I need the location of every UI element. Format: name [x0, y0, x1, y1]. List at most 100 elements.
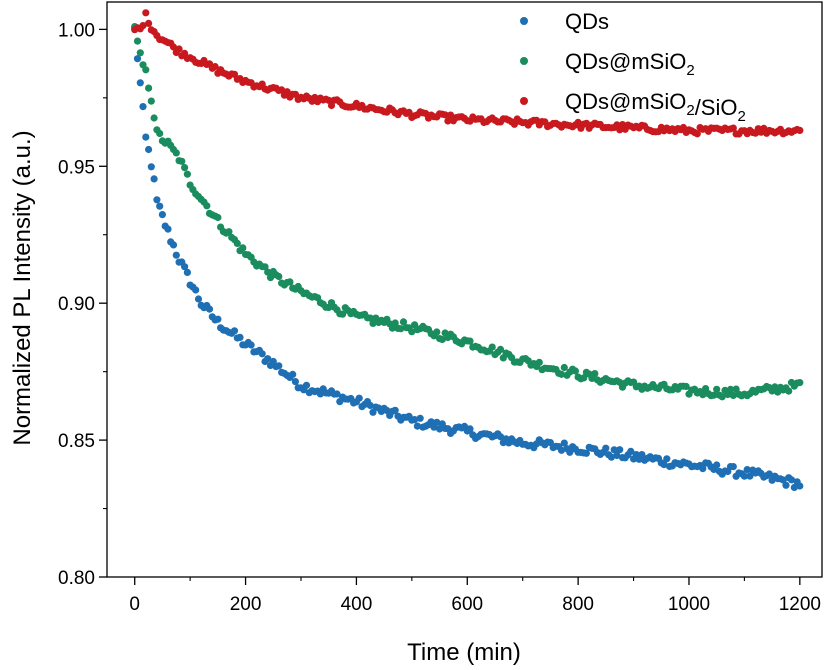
data-point — [145, 84, 153, 92]
axes — [106, 1, 823, 578]
data-point — [566, 448, 574, 456]
data-point — [466, 337, 474, 345]
data-point — [142, 66, 150, 74]
data-point — [139, 103, 147, 111]
legend-label: QDs@mSiO2/SiO2 — [565, 89, 746, 125]
data-point — [557, 446, 566, 454]
data-point — [765, 470, 773, 478]
data-point — [153, 196, 161, 204]
data-point — [627, 447, 635, 455]
data-point — [164, 225, 172, 233]
data-point — [441, 111, 449, 119]
data-point — [408, 328, 416, 336]
data-point — [192, 286, 200, 294]
data-point — [785, 387, 793, 395]
data-point — [560, 363, 568, 372]
data-point — [699, 465, 707, 473]
data-point — [142, 133, 150, 141]
data-point — [571, 367, 580, 375]
data-point — [150, 114, 158, 122]
data-points — [131, 9, 804, 492]
data-point — [397, 325, 405, 333]
data-point — [488, 343, 496, 351]
data-point — [230, 327, 239, 335]
data-point — [150, 175, 158, 183]
legend-label: QDs — [565, 9, 609, 34]
data-point — [327, 101, 336, 110]
data-point — [713, 461, 721, 469]
ticks: 0 200 400 600 800 1000 1200 0.80 0.85 0.90 0.95 1.0… — [58, 20, 821, 615]
series-1 — [131, 23, 804, 401]
data-point — [233, 239, 241, 247]
data-point — [660, 461, 668, 469]
data-point — [181, 164, 189, 172]
y-tick-label: 0.80 — [58, 568, 95, 589]
data-point — [496, 345, 505, 353]
data-point — [156, 202, 164, 210]
data-point — [291, 378, 299, 386]
y-tick-label: 0.85 — [58, 431, 95, 452]
legend-marker — [520, 17, 528, 25]
data-point — [580, 374, 588, 382]
x-tick-label: 1000 — [668, 594, 710, 615]
data-point — [139, 22, 147, 30]
data-point — [713, 385, 721, 393]
data-point — [183, 170, 191, 178]
data-point — [607, 453, 616, 461]
data-point — [275, 362, 283, 370]
data-point — [169, 43, 178, 51]
data-point — [779, 476, 787, 484]
data-point — [582, 449, 591, 457]
data-point — [743, 466, 751, 474]
data-point — [591, 370, 599, 378]
data-point — [264, 355, 272, 363]
data-point — [214, 315, 222, 323]
data-point — [136, 79, 144, 87]
data-point — [796, 482, 804, 490]
data-point — [740, 472, 749, 480]
data-point — [718, 393, 726, 401]
data-point — [258, 350, 266, 358]
x-tick-label: 800 — [562, 594, 594, 615]
legend-label: QDs@mSiO2 — [565, 49, 695, 79]
data-point — [178, 157, 186, 165]
x-tick-label: 600 — [451, 594, 483, 615]
data-point — [261, 263, 269, 271]
data-point — [663, 455, 671, 463]
data-point — [302, 381, 311, 389]
x-axis-title: Time (min) — [407, 639, 521, 666]
data-point — [181, 263, 189, 271]
data-point — [535, 358, 543, 366]
data-point — [790, 483, 798, 492]
data-point — [616, 446, 624, 454]
legend-marker — [520, 97, 528, 105]
data-point — [205, 305, 214, 313]
x-tick-label: 400 — [341, 594, 373, 615]
data-point — [610, 446, 618, 454]
data-point — [142, 9, 150, 17]
data-point — [214, 213, 222, 222]
y-axis-title: Normalized PL Intensity (a.u.) — [9, 130, 36, 445]
data-point — [264, 268, 272, 276]
data-point — [433, 328, 441, 336]
data-point — [136, 49, 144, 57]
data-point — [236, 333, 244, 341]
data-point — [729, 463, 737, 471]
data-point — [278, 86, 286, 94]
data-point — [175, 45, 183, 53]
data-point — [147, 163, 155, 171]
data-point — [638, 451, 646, 459]
data-point — [560, 439, 568, 447]
data-point — [194, 295, 203, 303]
data-point — [169, 241, 178, 249]
data-point — [602, 444, 610, 452]
data-point — [369, 319, 377, 327]
x-tick-label: 1200 — [779, 594, 821, 615]
data-point — [133, 55, 142, 63]
data-point — [787, 476, 796, 484]
legend: QDs QDs@mSiO2 QDs@mSiO2/SiO2 — [520, 9, 746, 125]
data-point — [183, 268, 191, 276]
data-point — [427, 418, 435, 426]
data-point — [283, 88, 291, 96]
